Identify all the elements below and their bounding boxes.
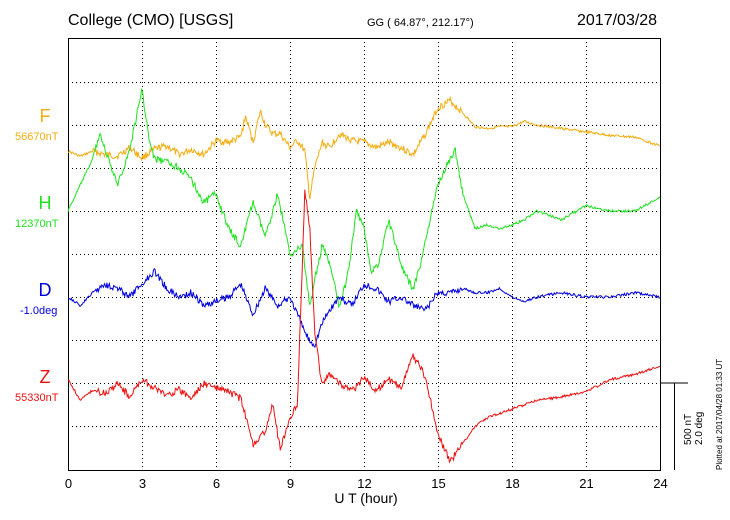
scale-nt-label: 500 nT bbox=[683, 413, 694, 445]
series-layer bbox=[67, 88, 661, 464]
channel-d-baseline: -1.0deg bbox=[20, 305, 58, 317]
scale-bar bbox=[660, 382, 688, 470]
plotted-timestamp: Plotted at 2017/04/28 01:33 UT bbox=[715, 358, 724, 470]
date-label: 2017/03/28 bbox=[577, 12, 658, 29]
baseline-layer bbox=[68, 125, 660, 384]
scale-deg-label: 2.0 deg bbox=[694, 411, 705, 445]
channel-z-label: Z bbox=[39, 367, 51, 387]
channel-h-label: H bbox=[38, 193, 52, 213]
x-tick-label: 9 bbox=[287, 476, 294, 491]
x-tick-label: 6 bbox=[213, 476, 220, 491]
channel-h-baseline: 12370nT bbox=[15, 218, 59, 230]
channel-f-label: F bbox=[39, 106, 51, 126]
x-tick-label: 21 bbox=[579, 476, 593, 491]
x-axis-label: U T (hour) bbox=[334, 490, 397, 506]
plot-frame bbox=[68, 38, 661, 471]
series-line-h bbox=[67, 88, 661, 309]
x-tick-label: 12 bbox=[357, 476, 371, 491]
channel-z-baseline: 55330nT bbox=[15, 392, 59, 404]
x-ticks: 0 3 6 9 12 15 18 21 24 bbox=[65, 476, 668, 491]
series-line-z bbox=[67, 189, 661, 464]
x-tick-label: 15 bbox=[431, 476, 445, 491]
channel-d-label: D bbox=[38, 280, 52, 300]
series-line-f bbox=[67, 95, 661, 200]
series-line-d bbox=[67, 268, 661, 348]
grid-layer bbox=[68, 38, 660, 470]
coordinates-label: GG ( 64.87°, 212.17°) bbox=[367, 17, 474, 29]
station-title: College (CMO) [USGS] bbox=[68, 12, 234, 29]
channel-f-baseline: 56670nT bbox=[15, 131, 59, 143]
x-tick-label: 24 bbox=[653, 476, 667, 491]
x-tick-label: 0 bbox=[65, 476, 72, 491]
x-tick-label: 18 bbox=[505, 476, 519, 491]
x-tick-label: 3 bbox=[139, 476, 146, 491]
